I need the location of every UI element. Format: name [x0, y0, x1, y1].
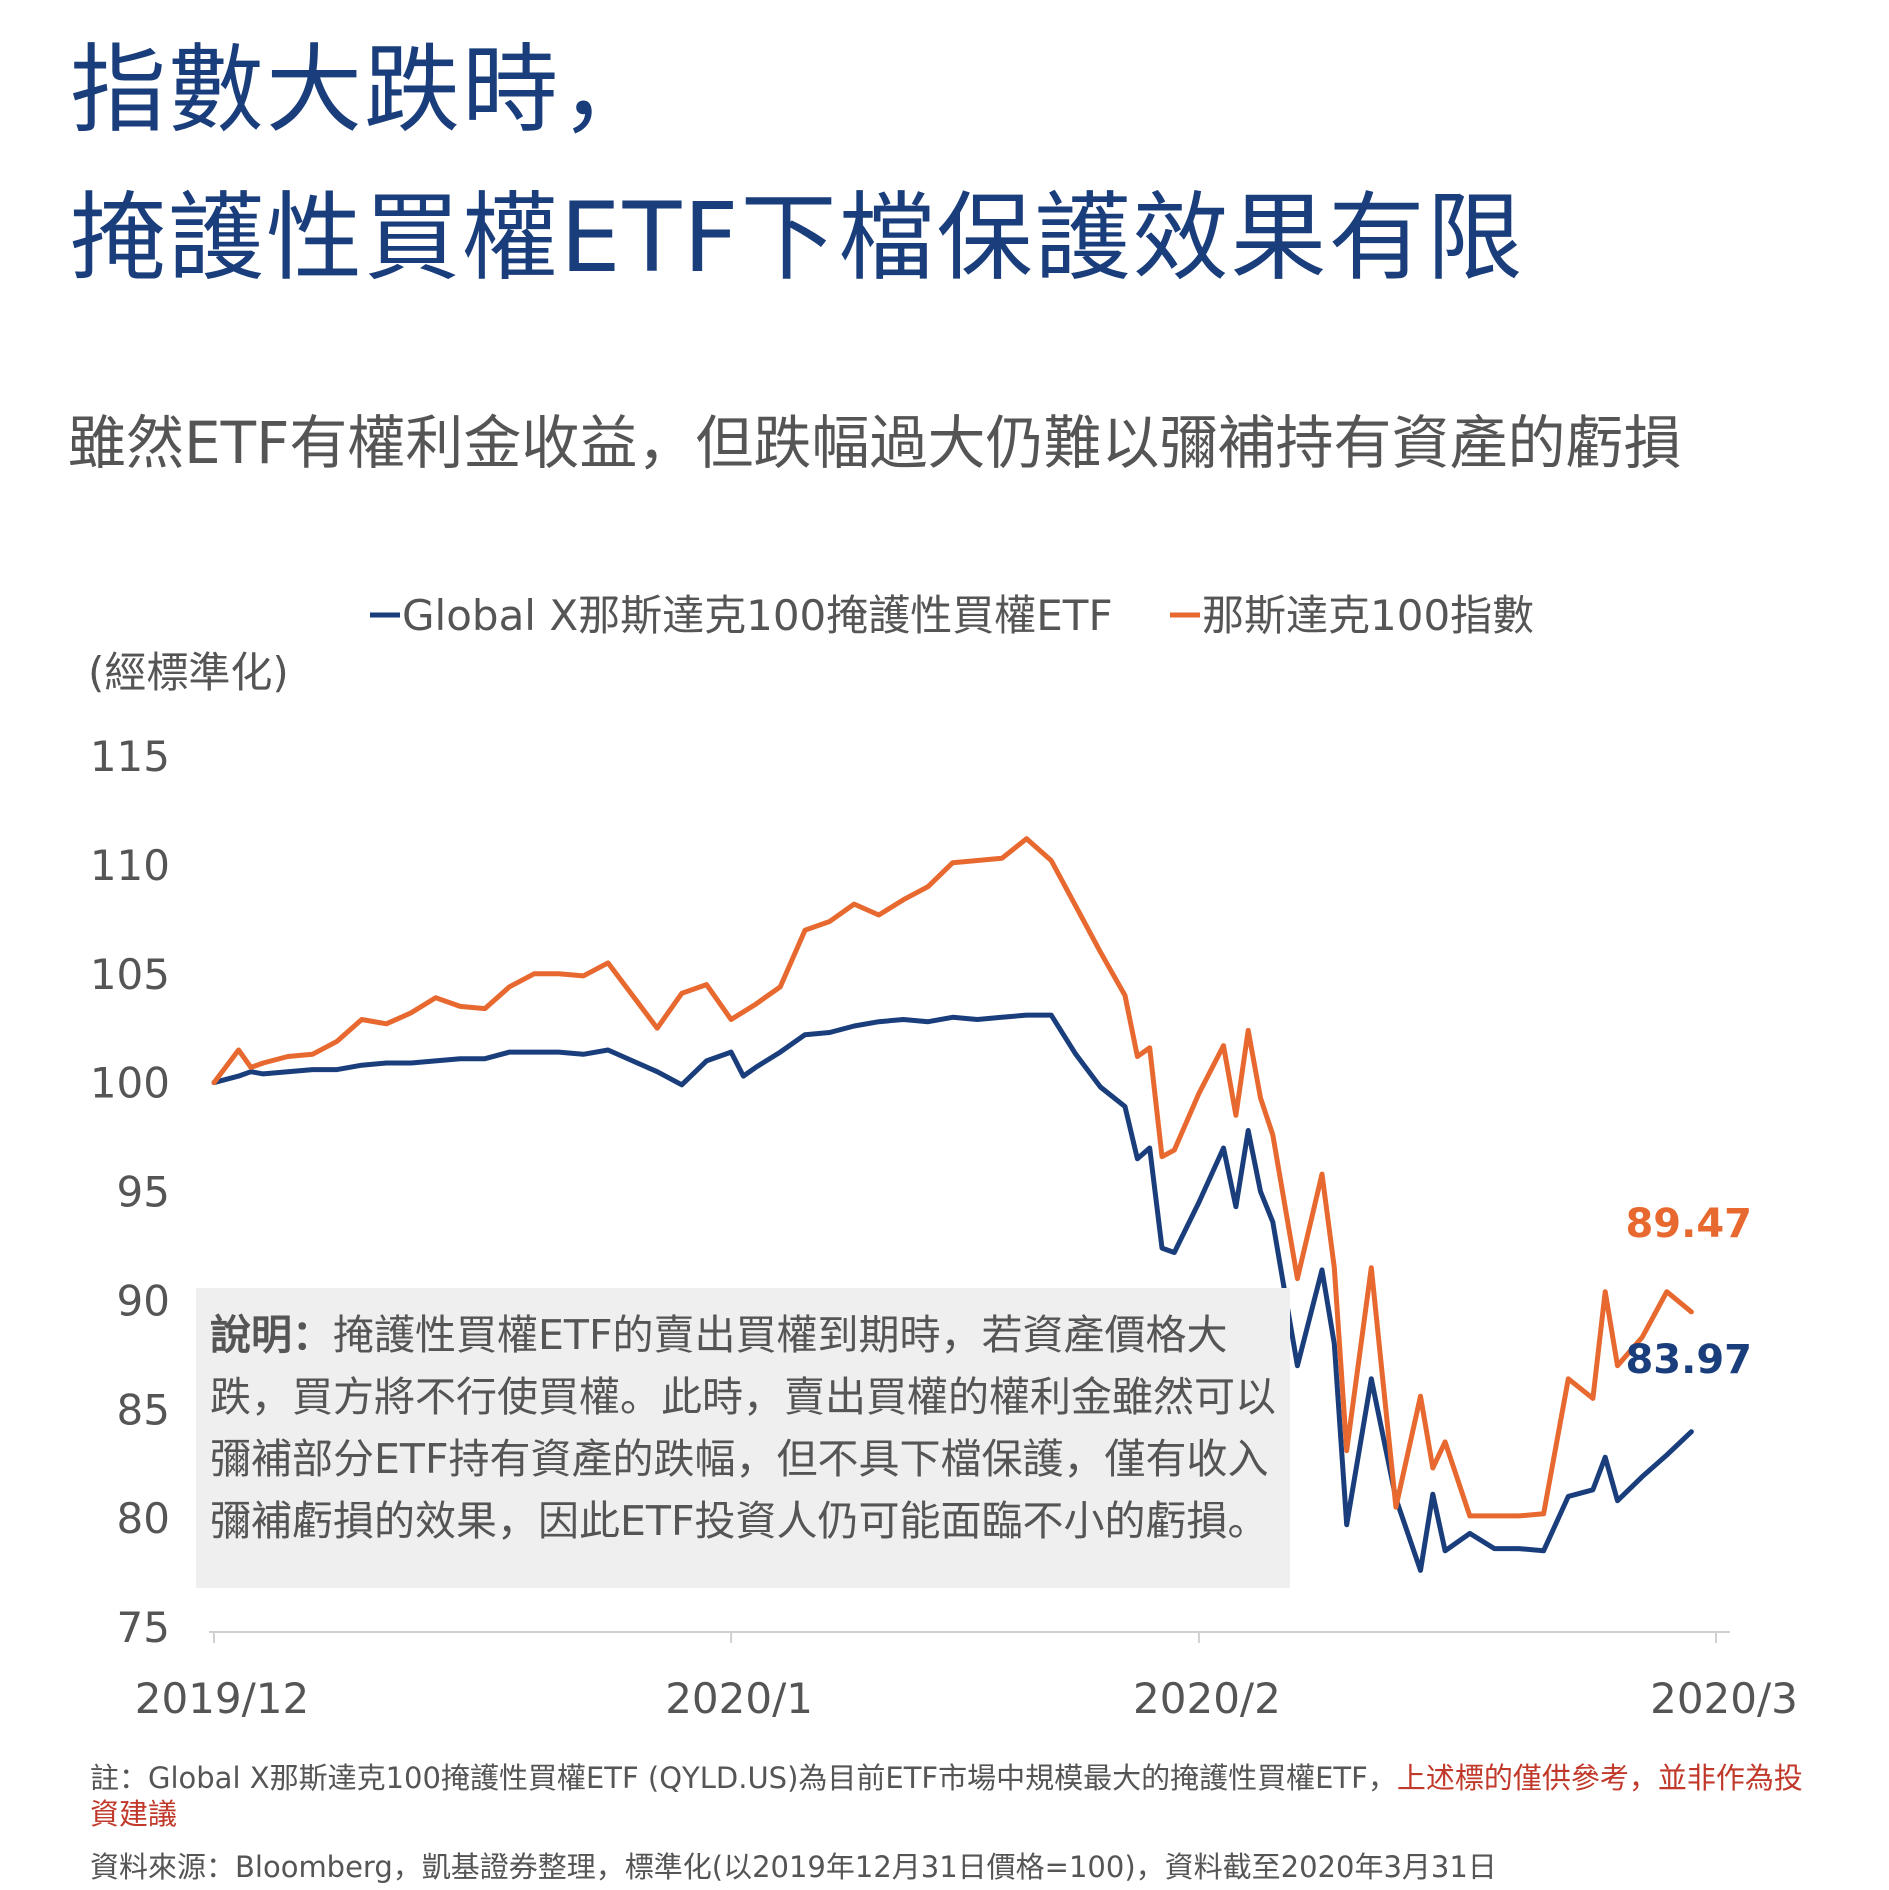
x-tick-label: 2020/1	[665, 1674, 813, 1723]
page-title-line2: 掩護性買權ETF下檔保護效果有限	[70, 182, 1525, 294]
y-tick-label: 100	[90, 1059, 170, 1108]
footnote: 註：Global X那斯達克100掩護性買權ETF (QYLD.US)為目前ET…	[90, 1760, 1830, 1832]
page-subtitle: 雖然ETF有權利金收益，但跌幅過大仍難以彌補持有資產的虧損	[68, 409, 1682, 477]
note-label: 說明：	[210, 1311, 333, 1359]
y-tick-label: 85	[117, 1385, 170, 1434]
note-text: 掩護性買權ETF的賣出買權到期時，若資產價格大跌，買方將不行使買權。此時，賣出買…	[210, 1311, 1276, 1545]
data-source: 資料來源：Bloomberg，凱基證券整理，標準化(以2019年12月31日價格…	[90, 1850, 1497, 1884]
ndx-end-value-label: 89.47	[1625, 1201, 1752, 1247]
y-tick-label: 90	[117, 1276, 170, 1325]
y-tick-label: 80	[117, 1494, 170, 1543]
y-tick-label: 75	[117, 1603, 170, 1652]
y-tick-label: 95	[117, 1168, 170, 1217]
ndx-series-line	[211, 836, 1694, 1519]
y-tick-label: 105	[90, 950, 170, 999]
y-axis-label: (經標準化)	[88, 648, 289, 697]
footnote-disclaimer: 上述標的僅供參考，並非作為投資建議	[90, 1761, 1803, 1831]
legend-label: 那斯達克100指數	[1202, 591, 1534, 640]
qyld-end-value-label: 83.97	[1625, 1337, 1752, 1383]
x-tick-label: 2019/12	[135, 1674, 309, 1723]
y-tick-label: 115	[90, 732, 170, 781]
line-chart: Global X那斯達克100掩護性買權ETF 那斯達克100指數 (經標準化) 11…	[88, 591, 1798, 1723]
legend-label: Global X那斯達克100掩護性買權ETF	[402, 591, 1113, 640]
y-tick-label: 110	[90, 841, 170, 890]
x-tick-label: 2020/3	[1650, 1674, 1798, 1723]
x-tick-label: 2020/2	[1133, 1674, 1281, 1723]
qyld-series-line	[211, 1012, 1694, 1573]
note-box: 說明：掩護性買權ETF的賣出買權到期時，若資產價格大跌，買方將不行使買權。此時，…	[196, 1288, 1290, 1588]
page-title-line1: 指數大跌時，	[70, 34, 658, 146]
footnote-text: 註：Global X那斯達克100掩護性買權ETF (QYLD.US)為目前ET…	[90, 1761, 1397, 1795]
